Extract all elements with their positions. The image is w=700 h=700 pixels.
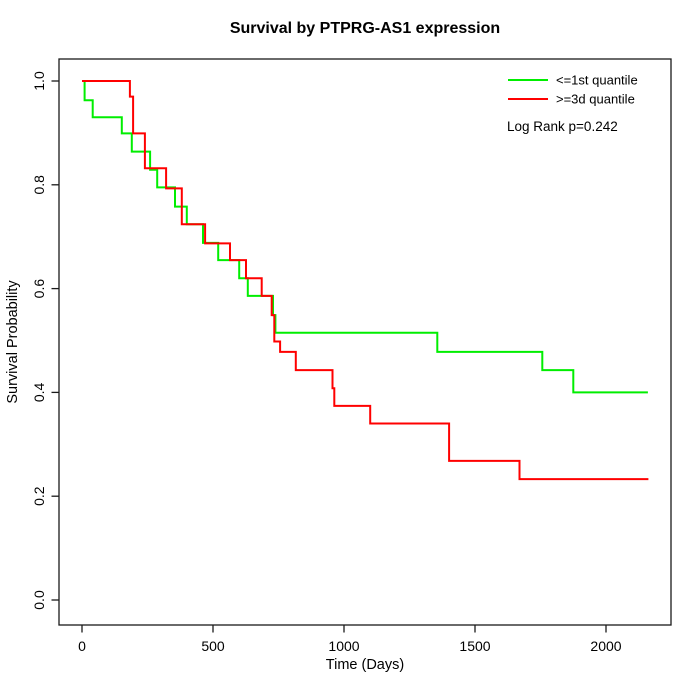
x-tick-label: 1000	[328, 638, 359, 654]
survival-curves	[82, 80, 649, 481]
y-tick-label: 1.0	[31, 71, 47, 91]
x-tick-label: 2000	[590, 638, 621, 654]
survival-curve-1	[82, 80, 649, 481]
legend-label-third-quantile: >=3d quantile	[556, 92, 635, 107]
plot-area: 0 500 1000 1500 2000 0.0 0.2 0.4 0.6 0.8 1.0	[31, 58, 672, 654]
y-axis: 0.0 0.2 0.4 0.6 0.8 1.0	[31, 71, 59, 610]
x-axis: 0 500 1000 1500 2000	[78, 625, 622, 654]
legend: <=1st quantile >=3d quantile Log Rank p=…	[507, 73, 638, 135]
chart-title: Survival by PTPRG-AS1 expression	[230, 20, 500, 37]
plot-border	[58, 58, 672, 626]
y-tick-label: 0.6	[31, 279, 47, 299]
y-axis-label: Survival Probability	[5, 280, 21, 404]
x-tick-label: 500	[201, 638, 225, 654]
survival-curve-0	[82, 80, 648, 394]
x-tick-label: 1500	[459, 638, 490, 654]
y-tick-label: 0.0	[31, 590, 47, 610]
logrank-annotation: Log Rank p=0.242	[507, 119, 618, 134]
y-tick-label: 0.2	[31, 486, 47, 506]
x-axis-label: Time (Days)	[326, 657, 404, 673]
x-tick-label: 0	[78, 638, 86, 654]
y-tick-label: 0.4	[31, 382, 47, 402]
legend-label-first-quantile: <=1st quantile	[556, 73, 638, 88]
y-tick-label: 0.8	[31, 175, 47, 195]
